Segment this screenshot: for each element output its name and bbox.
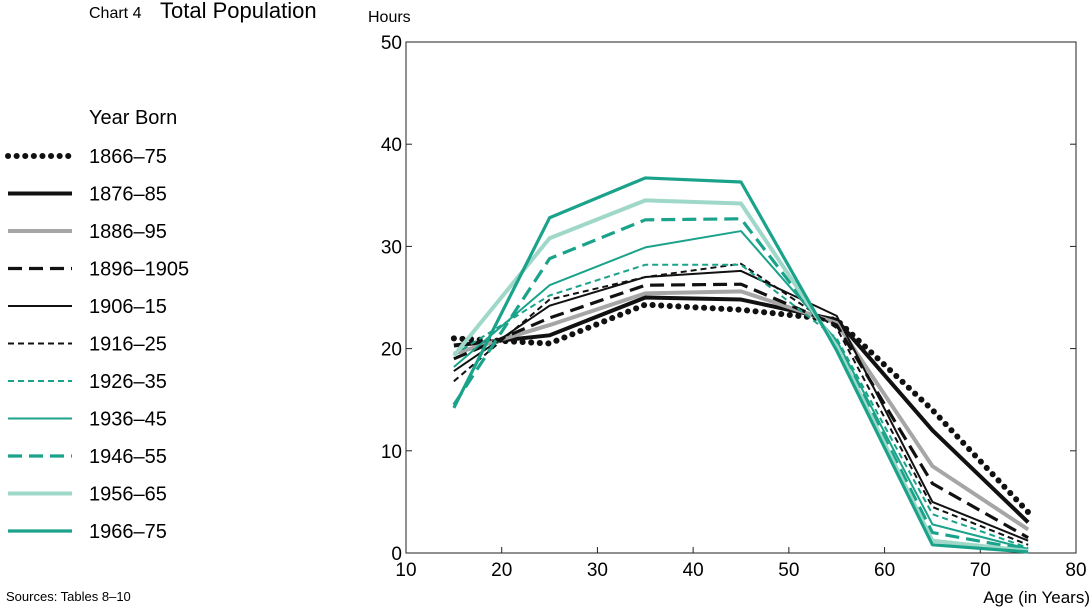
legend-label: 1876–85 bbox=[89, 184, 167, 206]
y-tick-label: 0 bbox=[391, 544, 402, 565]
legend-label: 1866–75 bbox=[89, 146, 167, 168]
x-tick-label: 70 bbox=[970, 560, 991, 581]
series-line-11 bbox=[452, 176, 1029, 554]
y-tick-label: 50 bbox=[381, 33, 402, 54]
series-line-7 bbox=[453, 263, 1029, 549]
series-line-3 bbox=[453, 289, 1030, 532]
x-tick-label: 30 bbox=[587, 560, 608, 581]
x-axis-label: Age (in Years) bbox=[983, 588, 1090, 607]
x-tick-label: 50 bbox=[778, 560, 799, 581]
x-tick-label: 40 bbox=[683, 560, 704, 581]
y-tick-label: 40 bbox=[381, 135, 402, 156]
x-tick-label: 60 bbox=[874, 560, 895, 581]
series-line-4 bbox=[453, 282, 1029, 540]
legend-label: 1886–95 bbox=[89, 221, 167, 243]
series-line-1 bbox=[450, 301, 1032, 516]
legend: 1866–75 1876–85 1886–95 1896–1905 1906–15 191… bbox=[5, 146, 189, 543]
x-axis: 10 20 30 40 50 60 70 80 bbox=[395, 547, 1087, 581]
legend-label: 1926–35 bbox=[89, 371, 167, 393]
legend-label: 1946–55 bbox=[89, 446, 167, 468]
legend-label: 1916–25 bbox=[89, 334, 167, 356]
series-line-8 bbox=[453, 230, 1029, 550]
chart-number-label: Chart 4 bbox=[89, 5, 142, 22]
x-tick-label: 20 bbox=[491, 560, 512, 581]
series-line-10 bbox=[452, 198, 1029, 553]
legend-label: 1906–15 bbox=[89, 296, 167, 318]
y-tick-label: 10 bbox=[381, 442, 402, 463]
legend-label: 1896–1905 bbox=[89, 259, 189, 281]
x-tick-label: 80 bbox=[1065, 560, 1086, 581]
series-line-6 bbox=[453, 262, 1029, 546]
legend-label: 1936–45 bbox=[89, 409, 167, 431]
y-axis-label: Hours bbox=[368, 9, 411, 26]
series-line-2 bbox=[453, 295, 1030, 524]
chart-title: Total Population bbox=[160, 0, 317, 23]
y-axis: 0 10 20 30 40 50 bbox=[381, 33, 1076, 565]
x-tick-label: 10 bbox=[395, 560, 416, 581]
series-line-9 bbox=[452, 217, 1029, 552]
source-note: Sources: Tables 8–10 bbox=[6, 589, 131, 604]
plot-frame bbox=[405, 41, 1077, 554]
y-tick-label: 20 bbox=[381, 340, 402, 361]
y-tick-label: 30 bbox=[381, 237, 402, 258]
series-line-5 bbox=[453, 269, 1029, 542]
series-lines bbox=[450, 176, 1032, 554]
legend-title: Year Born bbox=[89, 107, 177, 129]
legend-label: 1956–65 bbox=[89, 484, 167, 506]
legend-label: 1966–75 bbox=[89, 521, 167, 543]
